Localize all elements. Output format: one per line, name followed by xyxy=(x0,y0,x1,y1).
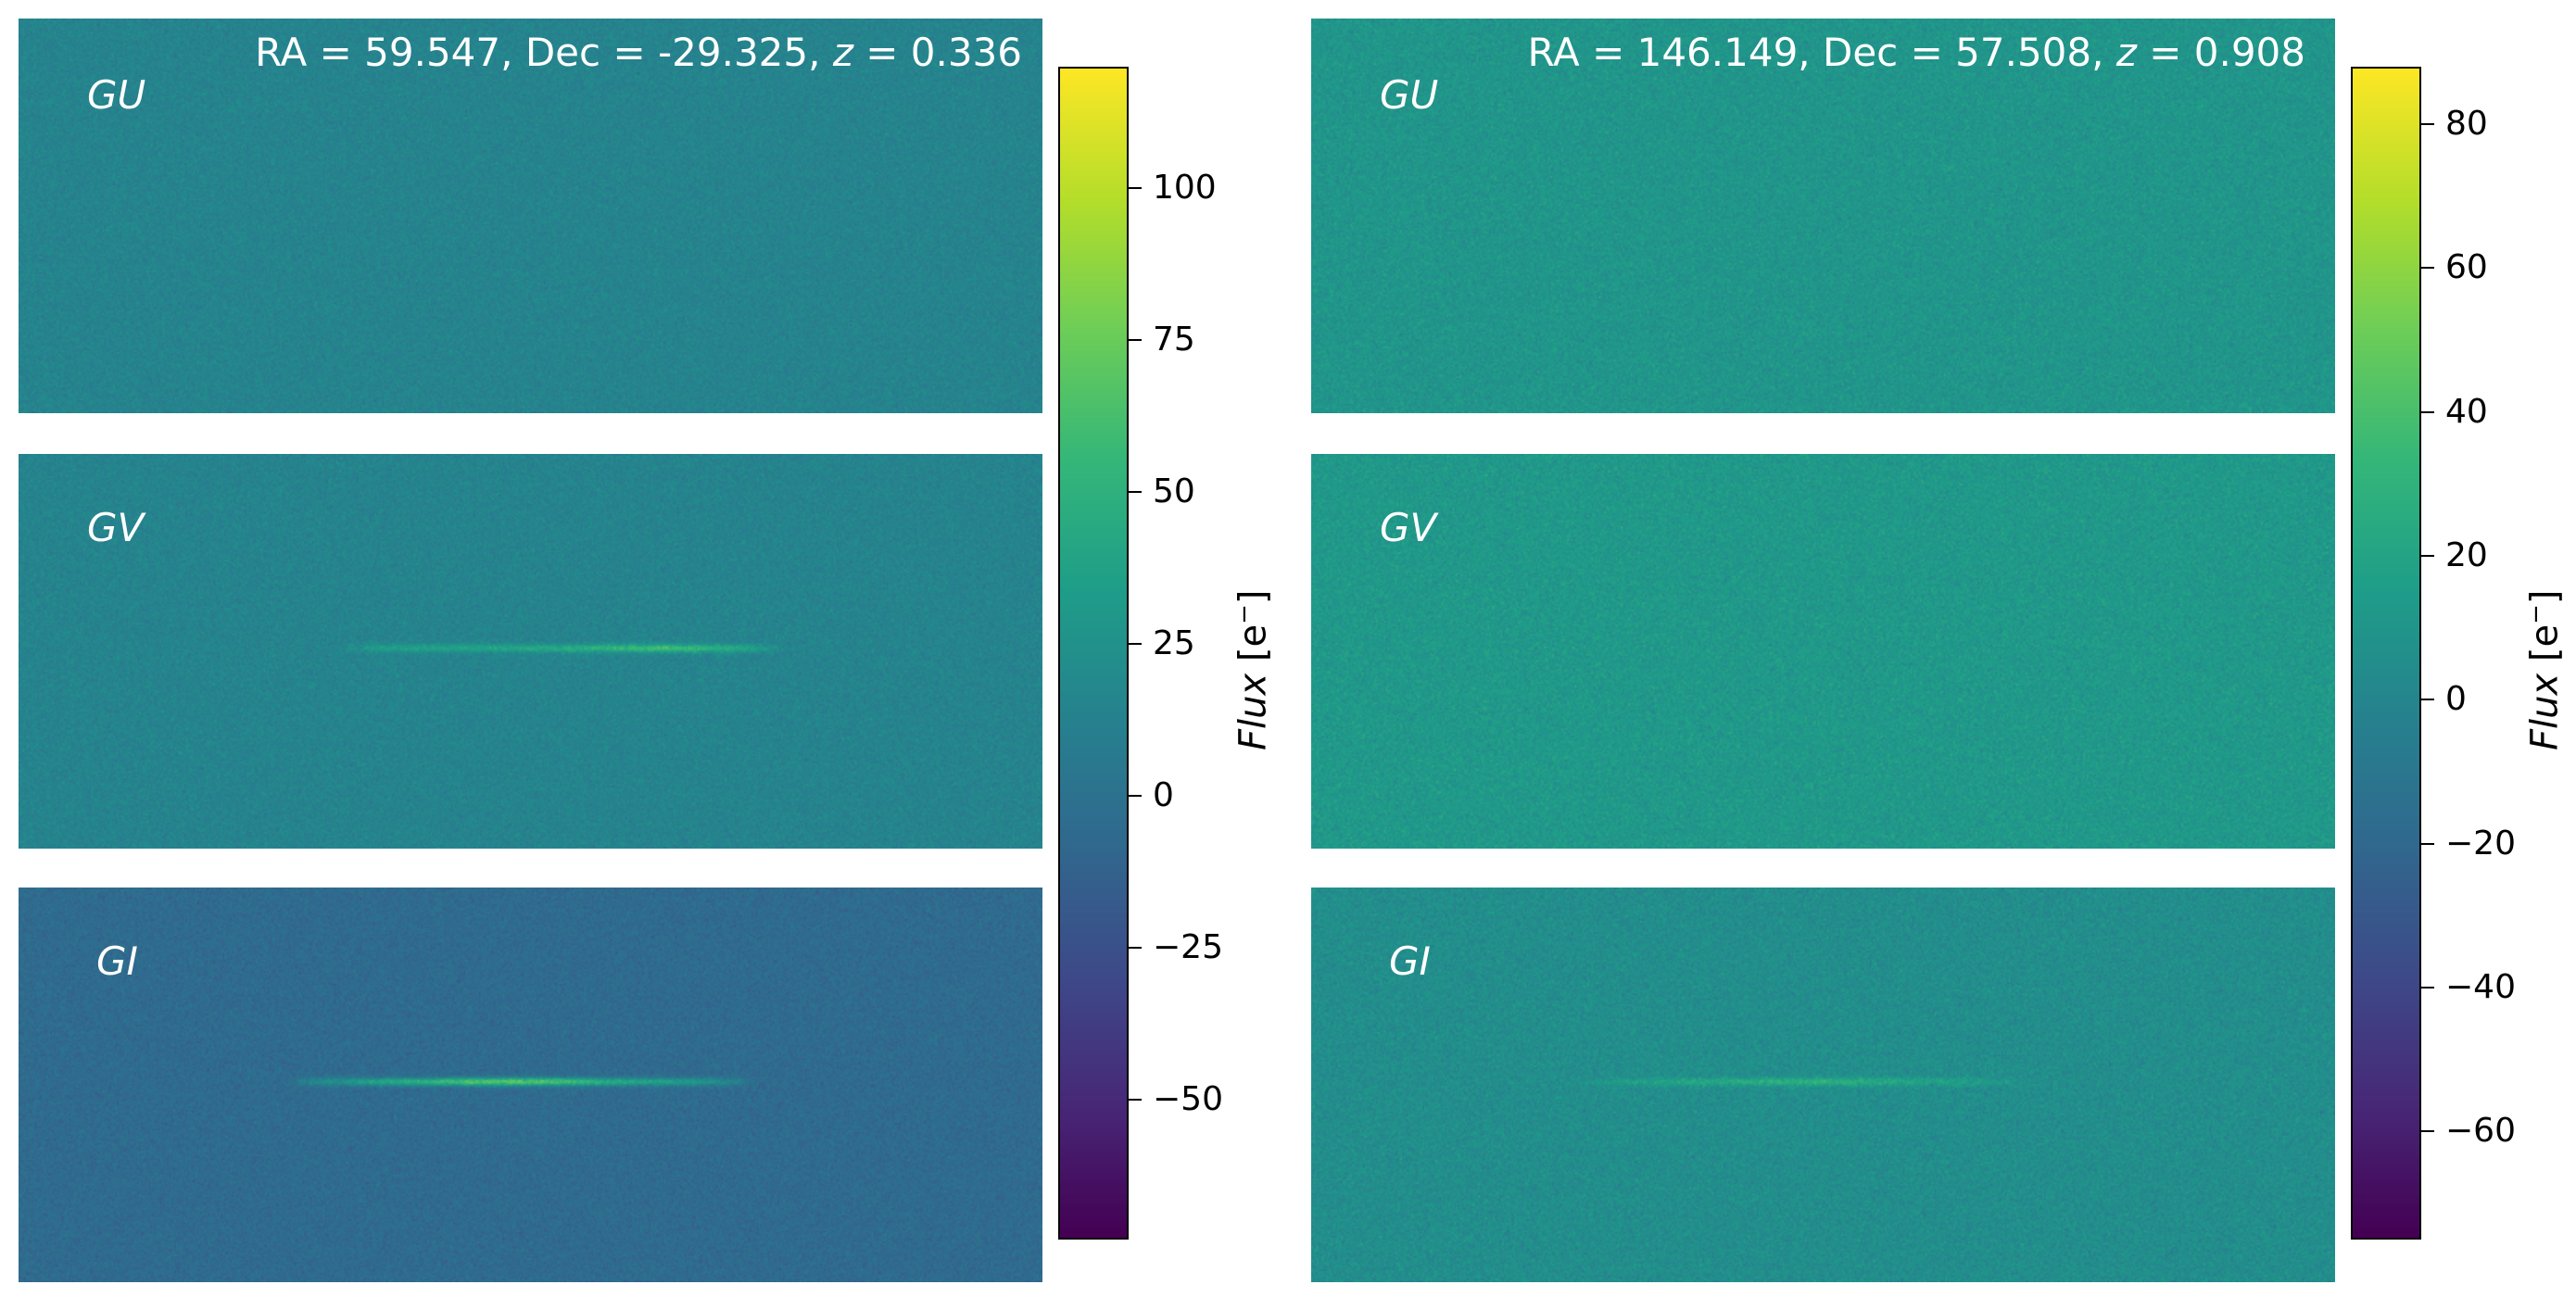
title-right-prefix: RA = 146.149, Dec = 57.508, xyxy=(1528,30,2116,75)
colorbar-tick-label: −60 xyxy=(2445,1111,2516,1152)
colorbar-tick-mark xyxy=(1129,339,1142,341)
colorbar-right-label-close: ] xyxy=(2523,590,2566,605)
colorbar-tick-mark xyxy=(2421,555,2434,557)
colorbar-tick-label: −20 xyxy=(2445,824,2516,864)
colorbar-tick-label: 60 xyxy=(2445,247,2488,288)
colorbar-gradient-right xyxy=(2353,69,2419,1238)
colorbar-right-axis: 80 60 40 20 0 −20 −40 −60 xyxy=(2421,67,2431,1240)
spectrum-image-left-gu xyxy=(19,19,1042,413)
colorbar-gradient-left xyxy=(1060,69,1127,1238)
colorbar-left-label-sup: − xyxy=(1231,604,1258,624)
colorbar-tick-label: 100 xyxy=(1153,168,1217,208)
image-panel-right-gv: GV xyxy=(1311,454,2335,849)
band-label-right-gv: GV xyxy=(1380,505,1436,550)
colorbar-tick-label: 75 xyxy=(1153,320,1195,360)
colorbar-tick-label: 25 xyxy=(1153,623,1195,664)
colorbar-tick-mark xyxy=(1129,187,1142,189)
colorbar-right-label-sup: − xyxy=(2522,604,2550,624)
title-left-suffix: = 0.336 xyxy=(853,30,1022,75)
colorbar-left-label-main: Flux xyxy=(1231,674,1274,750)
colorbar-left-label-close: ] xyxy=(1231,590,1274,605)
spectrum-image-right-gu xyxy=(1311,19,2335,413)
colorbar-left-label: Flux [e−] xyxy=(1231,590,1274,751)
colorbar-left xyxy=(1058,67,1129,1240)
colorbar-tick-label: −50 xyxy=(1153,1079,1223,1120)
colorbar-tick-mark xyxy=(1129,1099,1142,1101)
colorbar-right-label-main: Flux xyxy=(2523,674,2566,750)
title-left-prefix: RA = 59.547, Dec = -29.325, xyxy=(255,30,833,75)
colorbar-tick-mark xyxy=(2421,1130,2434,1132)
colorbar-tick-mark xyxy=(2421,123,2434,125)
colorbar-tick-mark xyxy=(1129,795,1142,797)
colorbar-tick-mark xyxy=(1129,643,1142,645)
band-label-right-gi: GI xyxy=(1389,938,1431,984)
colorbar-tick-label: 20 xyxy=(2445,535,2488,576)
spectrum-image-right-gv xyxy=(1311,454,2335,849)
panel-title-right: RA = 146.149, Dec = 57.508, z = 0.908 xyxy=(1528,30,2306,75)
spectrum-image-right-gi xyxy=(1311,888,2335,1282)
colorbar-tick-mark xyxy=(1129,491,1142,493)
colorbar-tick-label: 50 xyxy=(1153,472,1195,512)
image-panel-right-gi: GI xyxy=(1311,888,2335,1282)
band-label-left-gu: GU xyxy=(87,72,145,118)
image-panel-left-gv: GV xyxy=(19,454,1042,849)
colorbar-tick-label: 40 xyxy=(2445,392,2488,433)
colorbar-tick-mark xyxy=(2421,987,2434,988)
colorbar-tick-label: 0 xyxy=(2445,679,2467,720)
colorbar-tick-mark xyxy=(2421,699,2434,700)
title-right-z: z xyxy=(2116,30,2137,75)
colorbar-left-axis: 100 75 50 25 0 −25 −50 xyxy=(1129,67,1138,1240)
colorbar-right-label: Flux [e−] xyxy=(2522,590,2566,751)
colorbar-right-label-unit: [e xyxy=(2523,624,2566,661)
colorbar-right xyxy=(2351,67,2421,1240)
colorbar-left-label-unit: [e xyxy=(1231,624,1274,661)
colorbar-tick-mark xyxy=(2421,267,2434,269)
image-panel-left-gi: GI xyxy=(19,888,1042,1282)
colorbar-tick-label: −40 xyxy=(2445,967,2516,1008)
colorbar-tick-mark xyxy=(2421,411,2434,413)
colorbar-tick-label: −25 xyxy=(1153,927,1223,968)
band-label-left-gi: GI xyxy=(96,938,138,984)
title-left-z: z xyxy=(833,30,853,75)
band-label-right-gu: GU xyxy=(1380,72,1438,118)
spectrum-image-left-gv xyxy=(19,454,1042,849)
title-right-suffix: = 0.908 xyxy=(2137,30,2305,75)
image-panel-right-gu: GU RA = 146.149, Dec = 57.508, z = 0.908 xyxy=(1311,19,2335,413)
colorbar-tick-label: 80 xyxy=(2445,104,2488,145)
band-label-left-gv: GV xyxy=(87,505,144,550)
colorbar-tick-label: 0 xyxy=(1153,775,1174,816)
image-panel-left-gu: GU RA = 59.547, Dec = -29.325, z = 0.336 xyxy=(19,19,1042,413)
colorbar-tick-mark xyxy=(2421,843,2434,845)
colorbar-tick-mark xyxy=(1129,947,1142,949)
spectrum-image-left-gi xyxy=(19,888,1042,1282)
panel-title-left: RA = 59.547, Dec = -29.325, z = 0.336 xyxy=(255,30,1022,75)
